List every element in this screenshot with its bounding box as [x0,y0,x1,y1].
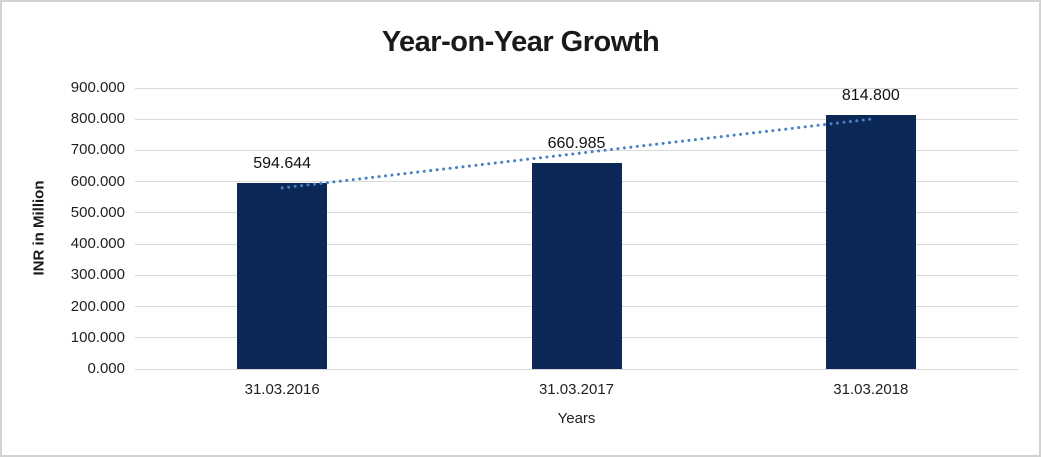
gridline [135,368,1018,370]
bar-data-label: 814.800 [841,86,900,104]
bar-data-label: 594.644 [253,155,312,173]
y-tick-label: 500.000 [70,203,125,221]
y-tick-label: 700.000 [70,141,125,159]
y-tick-label: 300.000 [70,266,125,284]
chart-title: Year-on-Year Growth [381,26,660,58]
y-tick-label: 0.000 [87,360,125,377]
gridline [135,87,1018,89]
x-tick-label: 31.03.2017 [538,381,615,398]
y-tick-label: 600.000 [70,172,125,190]
bar [531,162,622,369]
bar-data-label: 660.985 [547,134,606,152]
y-tick-label: 100.000 [70,328,125,346]
x-tick-label: 31.03.2018 [833,381,909,398]
y-tick-label: 400.000 [70,235,125,253]
y-tick-label: 200.000 [70,297,125,315]
y-tick-label: 800.000 [70,110,125,128]
x-axis-title: Years [557,410,596,427]
x-tick-label: 31.03.2016 [244,381,320,398]
y-axis-title: INR in Million [30,180,48,276]
y-tick-label: 900.000 [70,79,125,96]
bar [237,183,328,369]
bar [825,114,916,369]
